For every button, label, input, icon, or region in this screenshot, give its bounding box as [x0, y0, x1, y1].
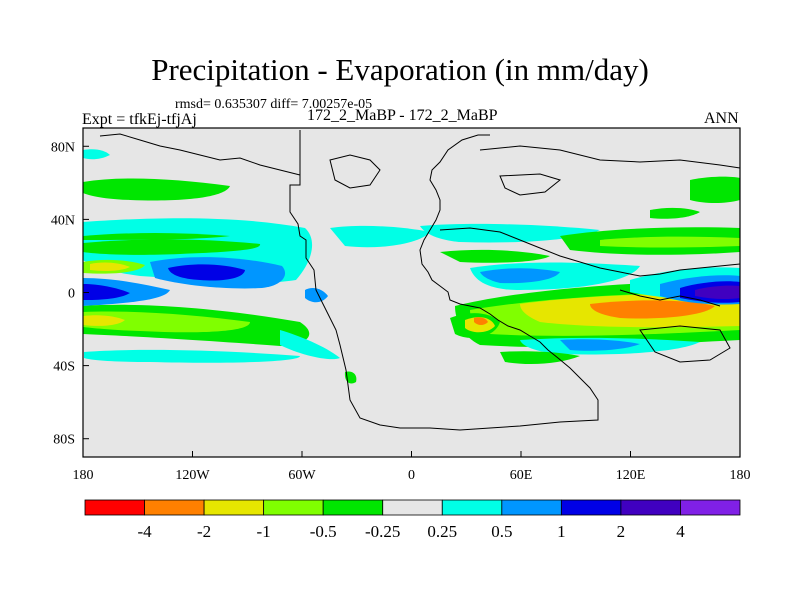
colorbar-label: 0.5 — [491, 522, 512, 541]
x-tick-label: 180 — [73, 468, 94, 483]
contour-region-indian-ocean-dry-peak — [590, 300, 715, 319]
colorbar-label: -1 — [257, 522, 271, 541]
colorbar-swatch — [263, 499, 324, 516]
contour-fields — [83, 149, 740, 384]
contour-region-arabian-sea-core — [480, 268, 560, 284]
contour-region-north-africa-dry — [440, 249, 550, 263]
colorbar-label: 0.25 — [427, 522, 457, 541]
rmsd-diff-stats: rmsd= 0.635307 diff= 7.00257e-05 — [175, 97, 373, 112]
colorbar-label: 1 — [557, 522, 566, 541]
colorbar-label: 4 — [676, 522, 685, 541]
colorbar-swatch — [680, 499, 741, 516]
contour-region-dateline-core — [83, 284, 130, 300]
y-tick-label: 0 — [68, 287, 75, 302]
colorbar-swatch — [84, 499, 145, 516]
contour-region-atlantic-core — [305, 288, 328, 303]
coastlines — [99, 130, 741, 431]
x-tick-label: 60E — [510, 468, 533, 483]
colorbar-label: 2 — [617, 522, 626, 541]
contour-region-tropical-africa-peak — [474, 317, 488, 325]
y-tick-label: 40N — [51, 213, 75, 228]
colorbar: -4 -2 -1 -0.5 -0.25 0.25 0.5 1 2 4 — [84, 499, 741, 541]
contour-region-south-pacific-dry-core — [83, 315, 125, 326]
contour-region-west-pacific-wet-peak — [695, 285, 740, 300]
contour-region-arctic-patch — [83, 149, 110, 160]
colorbar-swatch — [322, 499, 384, 516]
season-label: ANN — [704, 110, 739, 127]
contour-region-pacific-tropics-core — [168, 264, 245, 281]
colorbar-swatch — [501, 499, 562, 516]
y-tick-label: 80S — [53, 433, 75, 448]
contour-region-south-indian-core — [560, 339, 640, 351]
contour-region-south-indian-dry — [500, 351, 580, 364]
contour-region-northwest-pacific — [650, 207, 700, 219]
colorbar-label: -4 — [137, 522, 152, 541]
contour-region-pacific-dry-north-peak — [90, 262, 130, 271]
contour-region-south-pacific-strip — [84, 349, 300, 363]
colorbar-swatch — [203, 499, 265, 516]
colorbar-label: -0.25 — [365, 522, 400, 541]
contour-region-south-pacific-dry-mid — [83, 311, 250, 333]
y-tick-label: 80N — [51, 140, 75, 155]
contour-region-northeast-asia — [690, 176, 740, 203]
plot-title: Precipitation - Evaporation (in mm/day) — [151, 52, 649, 87]
experiment-label: Expt = tfkEj-tfjAj — [82, 111, 197, 128]
x-tick-label: 0 — [408, 468, 415, 483]
colorbar-label: -2 — [197, 522, 211, 541]
contour-region-pacific-dry-north — [83, 239, 261, 255]
colorbar-swatch — [144, 499, 205, 516]
contour-region-north-pacific-high — [83, 178, 230, 201]
case-label: 172_2_MaBP - 172_2_MaBP — [307, 107, 498, 124]
contour-region-north-pacific-strip — [83, 233, 230, 240]
colorbar-label: -0.5 — [310, 522, 337, 541]
contour-region-east-asia-band — [600, 236, 740, 248]
x-tick-label: 60W — [288, 468, 316, 483]
x-tick-label: 120W — [175, 468, 210, 483]
colorbar-swatch — [560, 499, 622, 516]
x-axis: 180 120W 60W 0 60E 120E 180 — [73, 451, 751, 483]
contour-region-atlantic-itcz — [330, 225, 430, 248]
colorbar-swatch — [382, 499, 443, 516]
contour-region-south-pacific-tail — [280, 330, 340, 360]
y-axis: 80N 40N 0 40S 80S — [51, 140, 89, 448]
x-tick-label: 120E — [616, 468, 646, 483]
colorbar-swatch — [620, 499, 681, 516]
x-tick-label: 180 — [730, 468, 751, 483]
y-tick-label: 40S — [53, 360, 75, 375]
colorbar-swatch — [441, 499, 503, 516]
